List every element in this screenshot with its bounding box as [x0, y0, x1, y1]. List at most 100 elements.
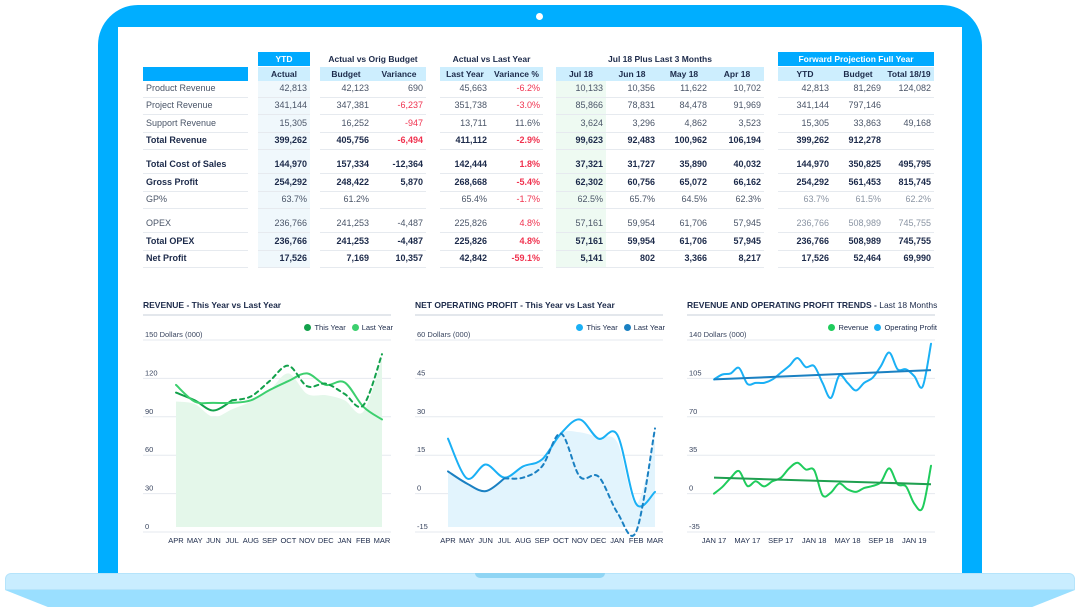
- table-cell: 3,523: [738, 118, 761, 128]
- table-cell: 16,252: [341, 118, 369, 128]
- x-tick-label: OCT: [553, 536, 569, 545]
- series-line-projection: [503, 427, 656, 537]
- row-divider: [778, 191, 934, 192]
- column-header: May 18: [669, 69, 699, 79]
- table-cell: 3,366: [684, 253, 707, 263]
- y-tick-label: 150 Dollars (000): [145, 330, 203, 339]
- table-cell: 8,217: [738, 253, 761, 263]
- table-cell: -2.9%: [516, 135, 540, 145]
- chart-plot: 0 30 60 90 120 150 Dollars (000) APR MAY JUN JUL A…: [143, 330, 391, 545]
- table-cell: -59.1%: [511, 253, 540, 263]
- row-label: Total Cost of Sales: [146, 159, 227, 169]
- table-cell: 5,141: [580, 253, 603, 263]
- row-label: Total Revenue: [146, 135, 207, 145]
- row-label: Net Profit: [146, 253, 187, 263]
- row-divider: [778, 114, 934, 115]
- table-cell: 241,253: [336, 218, 369, 228]
- legend-this-year[interactable]: This Year: [304, 323, 346, 332]
- table-cell: 99,623: [575, 135, 603, 145]
- x-tick-label: JUN: [478, 536, 493, 545]
- row-divider: [556, 114, 764, 115]
- row-divider: [556, 232, 764, 233]
- table-cell: 63.7%: [803, 194, 829, 204]
- legend-this-year[interactable]: This Year: [576, 323, 618, 332]
- row-divider: [258, 132, 310, 133]
- legend-last-year[interactable]: Last Year: [623, 323, 665, 332]
- revenue-chart: 0 30 60 90 120 150 Dollars (000) APR MAY JUN JUL A…: [143, 298, 393, 550]
- y-tick-label: -35: [689, 522, 700, 531]
- laptop-base: [5, 573, 1075, 608]
- row-divider: [143, 132, 248, 133]
- legend-revenue[interactable]: Revenue: [828, 323, 868, 332]
- table-cell: -947: [404, 118, 423, 128]
- row-divider: [258, 97, 310, 98]
- x-tick-label: SEP: [262, 536, 277, 545]
- table-cell: 4.8%: [519, 236, 540, 246]
- row-divider: [143, 250, 248, 251]
- table-cell: 10,357: [395, 253, 423, 263]
- table-cell: 144,970: [796, 159, 829, 169]
- row-label: Support Revenue: [146, 118, 217, 128]
- row-divider: [143, 149, 248, 150]
- x-tick-label: SEP: [535, 536, 550, 545]
- table-cell: 69,990: [903, 253, 931, 263]
- table-cell: 236,766: [796, 218, 829, 228]
- series-line-operating-profit: [713, 342, 932, 399]
- x-tick-label: APR: [440, 536, 456, 545]
- series-line-last-year: [447, 470, 506, 493]
- table-cell: 59,954: [627, 236, 655, 246]
- row-divider: [556, 149, 764, 150]
- x-tick-label: FEB: [629, 536, 644, 545]
- table-cell: 66,162: [733, 177, 761, 187]
- net-operating-profit-chart: -15 0 15 30 45 60 Dollars (000) APR MAY JUN JUL AU…: [415, 298, 665, 550]
- x-tick-label: SEP 17: [768, 536, 793, 545]
- x-tick-label: MAY 18: [835, 536, 861, 545]
- y-tick-label: 140 Dollars (000): [689, 330, 747, 339]
- table-cell: 1.8%: [519, 159, 540, 169]
- table-cell: 91,969: [733, 100, 761, 110]
- table-cell: 61,706: [679, 218, 707, 228]
- table-cell: 42,813: [279, 83, 307, 93]
- legend-operating-profit[interactable]: Operating Profit: [874, 323, 937, 332]
- table-cell: -6,237: [397, 100, 423, 110]
- table-cell: 40,032: [733, 159, 761, 169]
- x-tick-label: NOV: [299, 536, 315, 545]
- group-header: YTD: [258, 52, 310, 66]
- row-divider: [778, 250, 934, 251]
- group-header: Jul 18 Plus Last 3 Months: [608, 54, 712, 64]
- table-cell: 254,292: [796, 177, 829, 187]
- table-cell: 65.7%: [629, 194, 655, 204]
- row-divider: [556, 173, 764, 174]
- row-divider: [440, 232, 543, 233]
- x-tick-label: MAR: [374, 536, 391, 545]
- y-tick-label: 90: [145, 407, 153, 416]
- row-label: Product Revenue: [146, 83, 216, 93]
- table-cell: 78,831: [627, 100, 655, 110]
- chart-title: REVENUE AND OPERATING PROFIT TRENDS - La…: [687, 300, 938, 310]
- x-tick-label: OCT: [280, 536, 296, 545]
- table-cell: 351,738: [454, 100, 487, 110]
- legend-last-year[interactable]: Last Year: [351, 323, 393, 332]
- row-divider: [556, 97, 764, 98]
- table-cell: 495,795: [898, 159, 931, 169]
- x-tick-label: JAN 18: [802, 536, 827, 545]
- table-cell: 17,526: [801, 253, 829, 263]
- group-header: Forward Projection Full Year: [778, 52, 934, 66]
- column-header: Variance: [381, 69, 417, 79]
- row-divider: [778, 97, 934, 98]
- row-divider: [440, 114, 543, 115]
- table-cell: 57,161: [575, 218, 603, 228]
- chart-legend: This Year Last Year: [576, 323, 665, 332]
- series-area: [176, 358, 382, 527]
- table-cell: 350,825: [848, 159, 881, 169]
- table-cell: 225,826: [454, 218, 487, 228]
- row-divider: [778, 232, 934, 233]
- series-line-revenue: [713, 461, 932, 512]
- table-cell: 341,144: [796, 100, 829, 110]
- y-tick-label: 30: [145, 484, 153, 493]
- table-cell: 142,444: [454, 159, 487, 169]
- header-band: [320, 67, 426, 81]
- table-cell: 690: [407, 83, 423, 93]
- row-divider: [258, 208, 310, 209]
- chart-plot: -15 0 15 30 45 60 Dollars (000) APR MAY JUN JUL AU…: [415, 330, 664, 545]
